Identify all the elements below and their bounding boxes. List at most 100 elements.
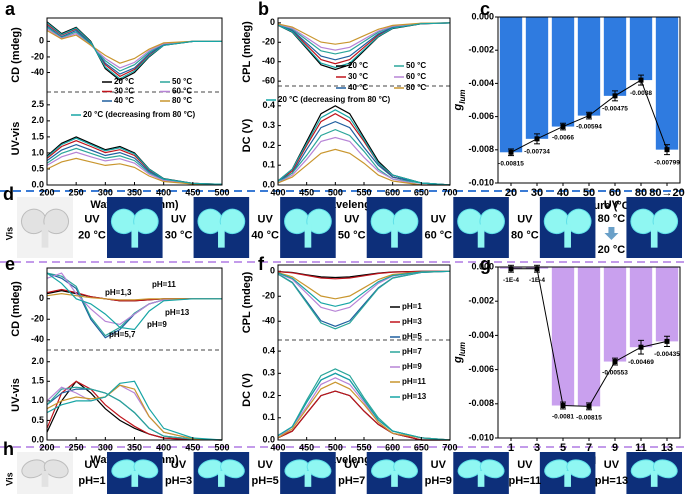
value-label: -1E-4 xyxy=(529,277,545,284)
point xyxy=(508,266,514,272)
leaf xyxy=(306,459,332,479)
spectrum-line xyxy=(46,151,223,186)
y-tick-label: -0.004 xyxy=(468,330,494,340)
uv-photo xyxy=(193,197,250,258)
point xyxy=(534,136,540,142)
y-tick-label: -20 xyxy=(31,314,44,324)
point xyxy=(508,149,514,155)
y-tick-label: 2.0 xyxy=(31,356,44,366)
leaf xyxy=(392,208,419,235)
legend-label: 50 °C xyxy=(172,77,192,86)
point xyxy=(638,77,644,83)
value-label: -0.00815 xyxy=(576,415,602,422)
leaf xyxy=(306,208,332,235)
y-axis-label: DC (V) xyxy=(241,373,253,407)
y-tick-label: -0.004 xyxy=(468,78,494,88)
uv-label: UV xyxy=(258,459,274,471)
x-tick-label: 300 xyxy=(98,442,113,452)
condition-label: 80 °C xyxy=(511,229,539,241)
uv-label: UV xyxy=(84,213,100,225)
y-tick-label: 1.0 xyxy=(31,147,44,157)
spectrum-line xyxy=(46,272,222,339)
x-tick-label: 600 xyxy=(385,187,400,197)
leaf xyxy=(43,208,70,235)
legend-label: 20 °C (decreasing from 80 °C) xyxy=(83,110,196,119)
legend-label: pH=11 xyxy=(402,377,426,386)
uv-photo xyxy=(366,452,423,494)
x-tick-label: 11 xyxy=(635,442,647,454)
condition-label: 30 °C xyxy=(165,229,193,241)
y-tick-label: 0.4 xyxy=(262,100,275,110)
x-tick-label: 450 xyxy=(185,442,200,452)
y-tick-label: 0.000 xyxy=(471,11,494,21)
annotation: pH=1,3 xyxy=(105,288,132,297)
panel-letter: e xyxy=(5,254,15,274)
condition-label: 20 °C xyxy=(78,229,106,241)
panel-letter: d xyxy=(3,184,14,204)
spectrum-line xyxy=(277,22,451,69)
y-tick-label: -0.006 xyxy=(468,111,494,121)
x-tick-label: 400 xyxy=(270,187,285,197)
y-tick-label: 2.5 xyxy=(31,99,44,109)
y-tick-label: -0.010 xyxy=(468,432,494,442)
leaf xyxy=(566,459,592,479)
legend-label: pH=3 xyxy=(402,317,422,326)
bar xyxy=(577,267,601,407)
arrow xyxy=(604,227,619,240)
uv-label: UV xyxy=(517,459,533,471)
condition-label: pH=5 xyxy=(252,475,279,487)
bar xyxy=(655,267,679,342)
x-tick-label: 13 xyxy=(661,442,673,454)
x-tick-label: 80 xyxy=(635,187,647,199)
uv-photo xyxy=(193,452,250,494)
leaf xyxy=(479,459,505,479)
spectrum-line xyxy=(277,270,451,307)
x-tick-label: 250 xyxy=(69,442,84,452)
condition-label: 60 °C xyxy=(424,229,452,241)
condition-label: pH=1 xyxy=(78,475,105,487)
y-axis-label-main: g xyxy=(452,103,464,111)
value-label: -0.00734 xyxy=(524,149,550,156)
spectrum-line xyxy=(46,157,223,186)
uv-label: UV xyxy=(604,459,620,471)
x-tick-label: 500 xyxy=(328,442,343,452)
value-label: -0.00553 xyxy=(602,370,628,377)
uv-photo xyxy=(626,452,682,494)
legend-label: 20 °C xyxy=(114,77,134,86)
bar xyxy=(629,267,653,348)
x-tick-label: 1 xyxy=(508,442,514,454)
leaf xyxy=(43,459,69,479)
y-tick-label: -40 xyxy=(31,334,44,344)
value-label: -0.00815 xyxy=(498,160,524,167)
spectrum-line xyxy=(277,109,451,186)
x-tick-label: 80→20 xyxy=(649,187,684,199)
y-tick-label: 0.5 xyxy=(31,163,44,173)
uv-photo xyxy=(366,197,423,258)
x-tick-label: 350 xyxy=(127,442,142,452)
y-tick-label: 0 xyxy=(39,36,44,46)
x-tick-label: 700 xyxy=(442,187,457,197)
spectrum-line xyxy=(46,28,222,69)
vis-label: Vis xyxy=(4,472,14,485)
uv-photo xyxy=(539,452,596,494)
y-axis-label: CD (mdeg) xyxy=(10,281,22,337)
bar xyxy=(603,267,627,362)
x-tick-label: 500 xyxy=(214,187,229,197)
condition-label: pH=11 xyxy=(508,475,541,487)
x-tick-label: 700 xyxy=(442,442,457,452)
leaf xyxy=(479,208,505,235)
x-tick-label: 600 xyxy=(385,442,400,452)
y-tick-label: -0.002 xyxy=(468,45,494,55)
y-tick-label: -0.006 xyxy=(468,364,494,374)
spectrum-line xyxy=(277,120,451,186)
x-tick-label: 500 xyxy=(214,442,229,452)
stem xyxy=(650,470,658,487)
uv-label: UV xyxy=(171,459,187,471)
legend-label: 30 °C xyxy=(348,72,368,81)
spectrum-line xyxy=(277,372,451,441)
bar xyxy=(655,17,679,150)
stem xyxy=(218,224,225,248)
leaf xyxy=(652,459,678,479)
stem xyxy=(131,470,139,487)
